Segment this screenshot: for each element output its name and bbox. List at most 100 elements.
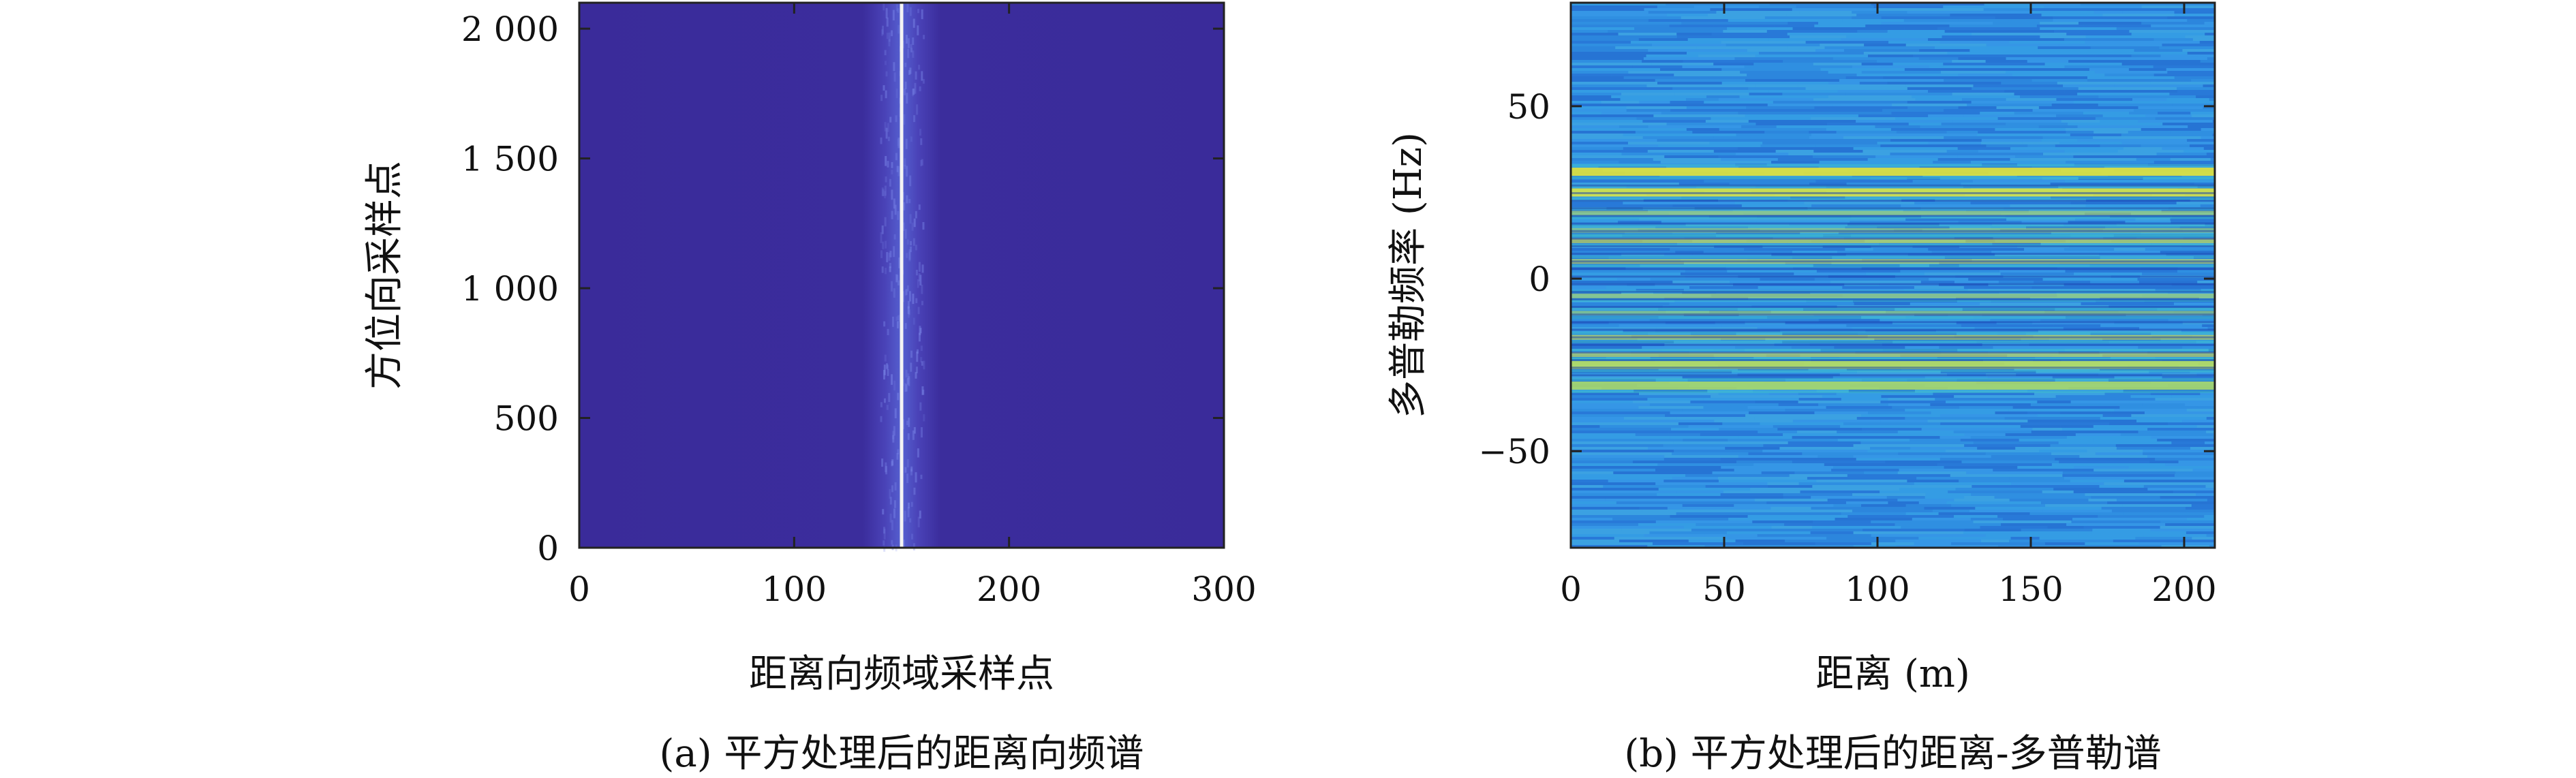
- noise-streak: [1692, 131, 1765, 134]
- noise-streak: [1758, 431, 1797, 433]
- noise-streak: [2198, 406, 2215, 409]
- speckle: [891, 189, 893, 200]
- noise-streak: [1914, 542, 1952, 545]
- noise-streak: [1571, 501, 1616, 504]
- noise-streak: [2042, 177, 2079, 180]
- noise-streak: [2147, 164, 2215, 166]
- noise-streak: [2142, 403, 2186, 406]
- noise-streak: [1571, 41, 1631, 44]
- noise-streak: [1915, 98, 1962, 101]
- noise-streak: [2055, 144, 2100, 147]
- noise-streak: [1718, 480, 1817, 482]
- doppler-dark-line: [1571, 230, 2215, 232]
- noise-streak: [1859, 82, 1888, 84]
- noise-streak: [2074, 164, 2148, 166]
- noise-streak: [1868, 411, 1931, 414]
- noise-streak: [1757, 327, 1852, 330]
- noise-streak: [1813, 150, 1863, 153]
- noise-streak: [2079, 455, 2147, 458]
- noise-streak: [1759, 5, 1796, 8]
- speckle: [910, 362, 913, 372]
- noise-streak: [2101, 507, 2186, 510]
- noise-streak: [1736, 153, 1789, 155]
- speckle: [915, 71, 917, 80]
- noise-streak: [1653, 292, 1683, 294]
- noise-streak: [1571, 436, 1670, 439]
- noise-streak: [1635, 131, 1693, 134]
- noise-streak: [2053, 507, 2102, 510]
- noise-streak: [1837, 251, 1932, 253]
- noise-streak: [1655, 226, 1749, 229]
- doppler-dark-line: [1571, 200, 2215, 202]
- noise-streak: [1655, 520, 1714, 523]
- noise-streak: [1865, 330, 1936, 332]
- noise-streak: [2014, 112, 2083, 114]
- noise-streak: [1970, 202, 2071, 204]
- noise-streak: [2066, 523, 2166, 526]
- x-tick-label: 300: [1191, 570, 1256, 609]
- noise-streak: [1672, 452, 1749, 455]
- noise-streak: [1571, 444, 1663, 447]
- speckle: [909, 7, 912, 16]
- noise-streak: [1753, 463, 1824, 466]
- noise-streak: [1665, 414, 1746, 417]
- noise-streak: [2094, 71, 2168, 74]
- noise-streak: [1571, 545, 1648, 548]
- noise-streak: [1857, 30, 1888, 33]
- x-tick-label: 150: [1998, 570, 2063, 609]
- noise-streak: [1916, 477, 1980, 480]
- noise-streak: [1763, 444, 1854, 447]
- doppler-band: [1571, 168, 2215, 176]
- y-tick-label: 1 000: [461, 269, 559, 309]
- noise-streak: [2100, 256, 2194, 259]
- noise-streak: [2080, 3, 2167, 5]
- noise-streak: [1571, 63, 1652, 65]
- speckle: [919, 275, 922, 285]
- noise-streak: [2131, 33, 2205, 35]
- x-tick-label: 100: [762, 570, 827, 609]
- noise-streak: [1765, 139, 1857, 142]
- noise-streak: [1672, 232, 1717, 234]
- noise-streak: [1608, 30, 1723, 33]
- noise-streak: [2020, 95, 2099, 98]
- noise-streak: [1571, 529, 1622, 531]
- doppler-dark-line: [1571, 351, 2215, 354]
- doppler-dark-line: [1571, 283, 2215, 285]
- noise-streak: [1661, 349, 1714, 352]
- noise-streak: [2068, 485, 2100, 488]
- noise-streak: [1667, 177, 1744, 180]
- noise-streak: [1952, 120, 2061, 123]
- speckle: [882, 189, 885, 196]
- noise-streak: [2129, 30, 2215, 33]
- doppler-dark-line: [1571, 215, 2215, 217]
- noise-streak: [1571, 139, 1657, 142]
- noise-streak: [1818, 166, 1920, 169]
- noise-streak: [1601, 19, 1649, 22]
- noise-streak: [2030, 403, 2143, 406]
- noise-streak: [2206, 534, 2215, 537]
- noise-streak: [1794, 471, 1865, 474]
- noise-streak: [1938, 512, 2030, 515]
- noise-streak: [1852, 327, 1939, 330]
- noise-streak: [1928, 38, 1991, 41]
- speckle: [880, 402, 883, 407]
- noise-streak: [1738, 436, 1792, 439]
- noise-streak: [1833, 409, 1905, 411]
- noise-streak: [1783, 433, 1867, 436]
- noise-streak: [2134, 49, 2183, 52]
- speckle: [906, 285, 909, 292]
- noise-streak: [1921, 428, 2033, 431]
- noise-streak: [1815, 542, 1872, 545]
- noise-streak: [2001, 82, 2057, 84]
- speckle: [885, 7, 888, 18]
- noise-streak: [1955, 488, 1999, 491]
- noise-streak: [1959, 406, 2013, 409]
- noise-streak: [1666, 166, 1739, 169]
- noise-streak: [1571, 371, 1650, 373]
- noise-streak: [2064, 38, 2154, 41]
- noise-streak: [2205, 33, 2215, 35]
- noise-streak: [1931, 411, 1995, 414]
- y-tick-label: 500: [494, 399, 559, 439]
- noise-streak: [2078, 177, 2143, 180]
- noise-streak: [1818, 22, 1882, 25]
